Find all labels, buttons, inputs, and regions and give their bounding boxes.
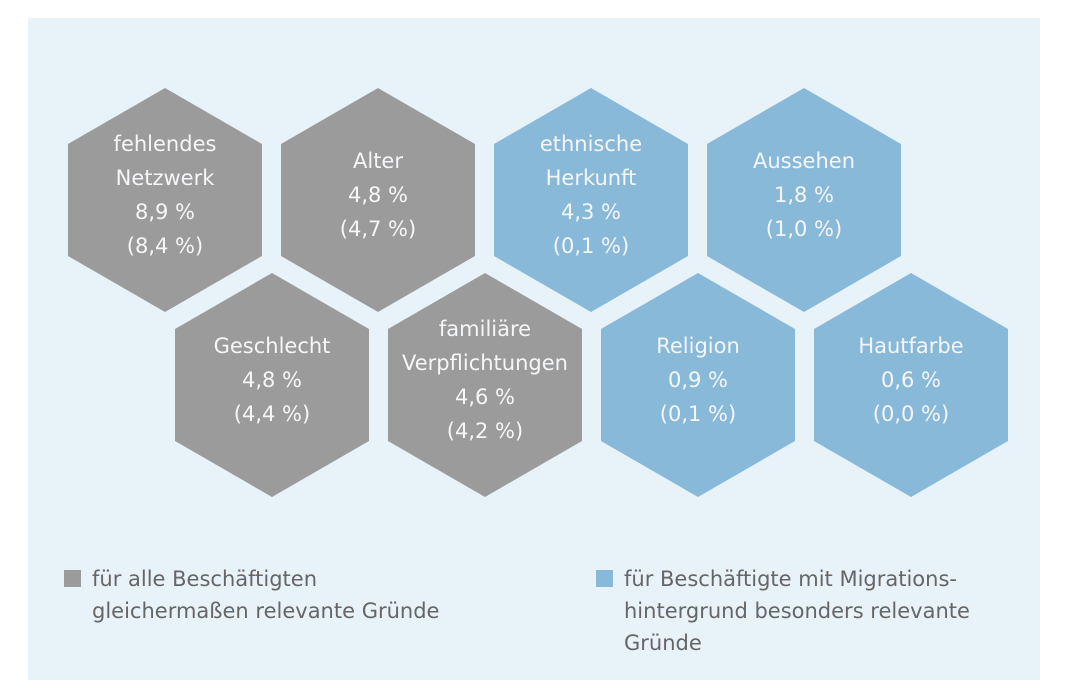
legend-swatch bbox=[596, 570, 613, 587]
hex-label: (4,4 %) bbox=[234, 402, 310, 426]
legend-text: hintergrund besonders relevante bbox=[624, 599, 970, 623]
hex-label: ethnische bbox=[540, 132, 642, 156]
hexagon bbox=[281, 88, 475, 312]
hex-label: (4,7 %) bbox=[340, 217, 416, 241]
hex-label: Hautfarbe bbox=[858, 334, 963, 358]
hex-label: Alter bbox=[353, 149, 403, 173]
legend-text: für Beschäftigte mit Migrations- bbox=[624, 567, 957, 591]
hex-label: Verpflichtungen bbox=[402, 351, 568, 375]
legend-text: gleichermaßen relevante Gründe bbox=[92, 599, 439, 623]
hex-label: Netzwerk bbox=[116, 166, 216, 190]
hex-label: familiäre bbox=[439, 317, 531, 341]
hex-label: (0,1 %) bbox=[660, 402, 736, 426]
hexagon bbox=[388, 273, 582, 497]
hexagon bbox=[494, 88, 688, 312]
hex-label: 4,6 % bbox=[455, 385, 515, 409]
hex-label: 8,9 % bbox=[135, 200, 195, 224]
hexagon bbox=[814, 273, 1008, 497]
hex-label: fehlendes bbox=[114, 132, 217, 156]
legend-text: Gründe bbox=[624, 631, 702, 655]
hex-label: (1,0 %) bbox=[766, 217, 842, 241]
hexagon bbox=[68, 88, 262, 312]
legend-swatch bbox=[64, 570, 81, 587]
hexagon bbox=[175, 273, 369, 497]
hex-label: 1,8 % bbox=[774, 183, 834, 207]
hex-label: 0,9 % bbox=[668, 368, 728, 392]
hex-label: 0,6 % bbox=[881, 368, 941, 392]
hex-label: (0,1 %) bbox=[553, 234, 629, 258]
hex-label: Aussehen bbox=[753, 149, 855, 173]
hex-label: (4,2 %) bbox=[447, 419, 523, 443]
hex-label: Religion bbox=[656, 334, 740, 358]
hex-label: 4,8 % bbox=[242, 368, 302, 392]
hex-label: Geschlecht bbox=[214, 334, 331, 358]
hex-label: (8,4 %) bbox=[127, 234, 203, 258]
hex-label: Herkunft bbox=[546, 166, 637, 190]
hexagon bbox=[601, 273, 795, 497]
hex-label: 4,3 % bbox=[561, 200, 621, 224]
legend-text: für alle Beschäftigten bbox=[92, 567, 317, 591]
hex-label: (0,0 %) bbox=[873, 402, 949, 426]
hexagon bbox=[707, 88, 901, 312]
hex-label: 4,8 % bbox=[348, 183, 408, 207]
